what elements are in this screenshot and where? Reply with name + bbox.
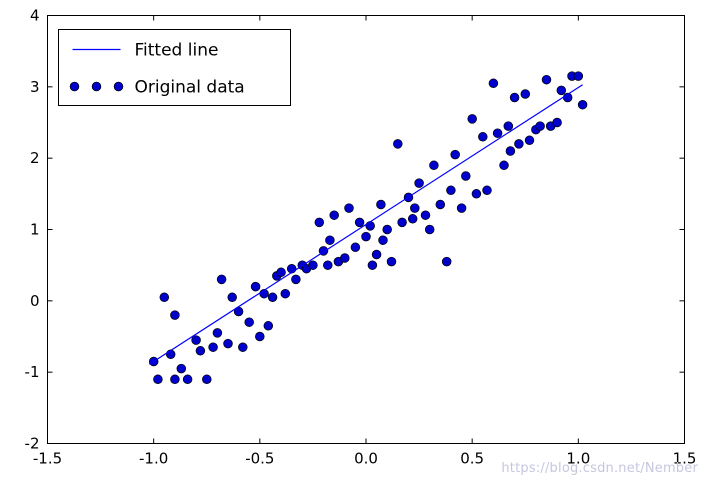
- y-tick-label: -2: [25, 435, 40, 453]
- fitted-line: [149, 84, 583, 365]
- legend-dot-sample: [113, 81, 124, 92]
- scatter-points: [148, 71, 588, 385]
- axes: -1.5 -1.0 -0.5 0.0 0.5 1.0 1.5 -2 -1 0 1 2 3 4: [25, 7, 697, 468]
- y-tick-label: 4: [30, 7, 40, 25]
- x-tick-label: 1.0: [566, 450, 590, 468]
- legend-dot-sample: [91, 81, 102, 92]
- x-tick-label: 1.5: [673, 450, 697, 468]
- legend-dot-sample: [69, 81, 80, 92]
- legend-label: Original data: [135, 78, 245, 98]
- x-tick-label: -0.5: [245, 450, 274, 468]
- y-tick-label: 1: [30, 221, 40, 239]
- legend: Fitted line Original data: [58, 29, 291, 106]
- x-tick-label: -1.5: [33, 450, 62, 468]
- y-tick-label: -1: [25, 363, 40, 381]
- x-tick-label: 0.0: [354, 450, 378, 468]
- legend-label: Fitted line: [135, 41, 219, 61]
- x-tick-label: -1.0: [139, 450, 168, 468]
- y-tick-label: 2: [30, 149, 40, 167]
- y-tick-label: 3: [30, 78, 40, 96]
- y-tick-label: 0: [30, 292, 40, 310]
- x-tick-label: 0.5: [460, 450, 484, 468]
- plot-area: [148, 71, 588, 385]
